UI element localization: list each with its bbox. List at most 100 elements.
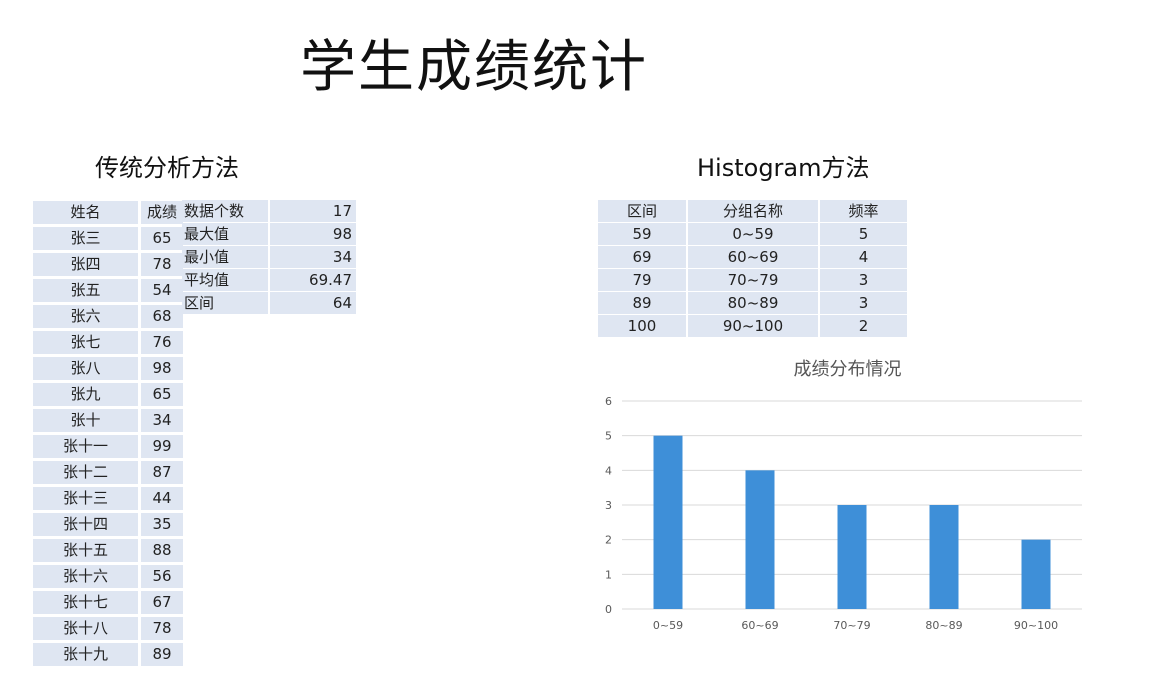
histogram-table: 区间 分组名称 频率 59 0~59 5 69 60~69 4 79 70~79 3 89 80~89 3 1…: [596, 199, 909, 338]
histogram-cell: 3: [820, 292, 907, 314]
table-row: 张十八 78: [33, 617, 183, 640]
student-name: 张三: [33, 227, 138, 250]
student-score: 68: [138, 305, 183, 328]
stats-row: 最小值 34: [182, 246, 356, 268]
table-row: 张七 76: [33, 331, 183, 354]
table-row: 79 70~79 3: [598, 269, 907, 291]
table-row: 张九 65: [33, 383, 183, 406]
histogram-cell: 59: [598, 223, 686, 245]
stat-value: 34: [270, 246, 356, 268]
y-tick-label: 5: [605, 430, 612, 443]
student-score-table: 姓名 成绩 张三 65 张四 78 张五 54 张六 68 张七 76 张八 98 张九 65 张十 34 张十一 9…: [33, 198, 183, 669]
table-row: 张十七 67: [33, 591, 183, 614]
student-score: 76: [138, 331, 183, 354]
histogram-cell: 80~89: [688, 292, 818, 314]
student-name: 张十一: [33, 435, 138, 458]
histogram-cell: 3: [820, 269, 907, 291]
histogram-method-title: Histogram方法: [697, 154, 870, 182]
student-score: 87: [138, 461, 183, 484]
y-tick-label: 3: [605, 499, 612, 512]
student-name: 张十六: [33, 565, 138, 588]
table-row: 张十五 88: [33, 539, 183, 562]
histogram-header-cell: 频率: [820, 200, 907, 222]
table-header-row: 姓名 成绩: [33, 201, 183, 224]
stat-value: 69.47: [270, 269, 356, 291]
student-name: 张十八: [33, 617, 138, 640]
table-row: 张四 78: [33, 253, 183, 276]
stat-label: 平均值: [182, 269, 268, 291]
stat-value: 98: [270, 223, 356, 245]
table-row: 张八 98: [33, 357, 183, 380]
student-score: 78: [138, 617, 183, 640]
stats-row: 平均值 69.47: [182, 269, 356, 291]
table-row: 张十三 44: [33, 487, 183, 510]
x-tick-label: 0~59: [653, 619, 683, 632]
table-row: 张十四 35: [33, 513, 183, 536]
student-name: 张六: [33, 305, 138, 328]
header-score: 成绩: [138, 201, 183, 224]
student-name: 张十: [33, 409, 138, 432]
table-row: 100 90~100 2: [598, 315, 907, 337]
x-tick-label: 60~69: [741, 619, 778, 632]
histogram-cell: 100: [598, 315, 686, 337]
histogram-cell: 69: [598, 246, 686, 268]
student-score: 99: [138, 435, 183, 458]
histogram-cell: 90~100: [688, 315, 818, 337]
stat-label: 数据个数: [182, 200, 268, 222]
student-name: 张十七: [33, 591, 138, 614]
x-tick-label: 80~89: [925, 619, 962, 632]
stat-label: 最大值: [182, 223, 268, 245]
table-row: 59 0~59 5: [598, 223, 907, 245]
bar-80~89: [929, 505, 959, 609]
histogram-header-cell: 区间: [598, 200, 686, 222]
x-tick-label: 90~100: [1014, 619, 1058, 632]
student-score: 98: [138, 357, 183, 380]
bar-0~59: [653, 435, 683, 609]
stats-row: 最大值 98: [182, 223, 356, 245]
student-name: 张七: [33, 331, 138, 354]
stat-value: 64: [270, 292, 356, 314]
stat-label: 最小值: [182, 246, 268, 268]
chart-title: 成绩分布情况: [793, 359, 902, 380]
student-score: 44: [138, 487, 183, 510]
student-score: 88: [138, 539, 183, 562]
student-score: 65: [138, 383, 183, 406]
statistics-table: 数据个数 17 最大值 98 最小值 34 平均值 69.47 区间 64: [180, 199, 358, 315]
student-name: 张五: [33, 279, 138, 302]
y-tick-label: 4: [605, 464, 612, 477]
student-score: 54: [138, 279, 183, 302]
table-row: 69 60~69 4: [598, 246, 907, 268]
x-tick-label: 70~79: [833, 619, 870, 632]
student-score: 67: [138, 591, 183, 614]
header-name: 姓名: [33, 201, 138, 224]
stat-label: 区间: [182, 292, 268, 314]
student-name: 张九: [33, 383, 138, 406]
table-row: 张十一 99: [33, 435, 183, 458]
histogram-header-cell: 分组名称: [688, 200, 818, 222]
histogram-cell: 5: [820, 223, 907, 245]
bar-60~69: [745, 470, 775, 609]
table-row: 张六 68: [33, 305, 183, 328]
student-name: 张十三: [33, 487, 138, 510]
histogram-cell: 0~59: [688, 223, 818, 245]
student-score: 78: [138, 253, 183, 276]
histogram-cell: 60~69: [688, 246, 818, 268]
page-title: 学生成绩统计: [300, 35, 648, 100]
student-score: 56: [138, 565, 183, 588]
student-score: 35: [138, 513, 183, 536]
bar-90~100: [1021, 539, 1051, 609]
student-score: 34: [138, 409, 183, 432]
stats-row: 区间 64: [182, 292, 356, 314]
y-tick-label: 6: [605, 395, 612, 408]
histogram-cell: 79: [598, 269, 686, 291]
score-distribution-chart: 0 1 2 3 4 5 6 0~59 60~69 70~79 80~89 90~100: [605, 395, 1082, 632]
table-row: 89 80~89 3: [598, 292, 907, 314]
student-score: 89: [138, 643, 183, 666]
histogram-header-row: 区间 分组名称 频率: [598, 200, 907, 222]
student-name: 张十二: [33, 461, 138, 484]
histogram-cell: 89: [598, 292, 686, 314]
table-row: 张五 54: [33, 279, 183, 302]
stat-value: 17: [270, 200, 356, 222]
table-row: 张十二 87: [33, 461, 183, 484]
table-row: 张十九 89: [33, 643, 183, 666]
